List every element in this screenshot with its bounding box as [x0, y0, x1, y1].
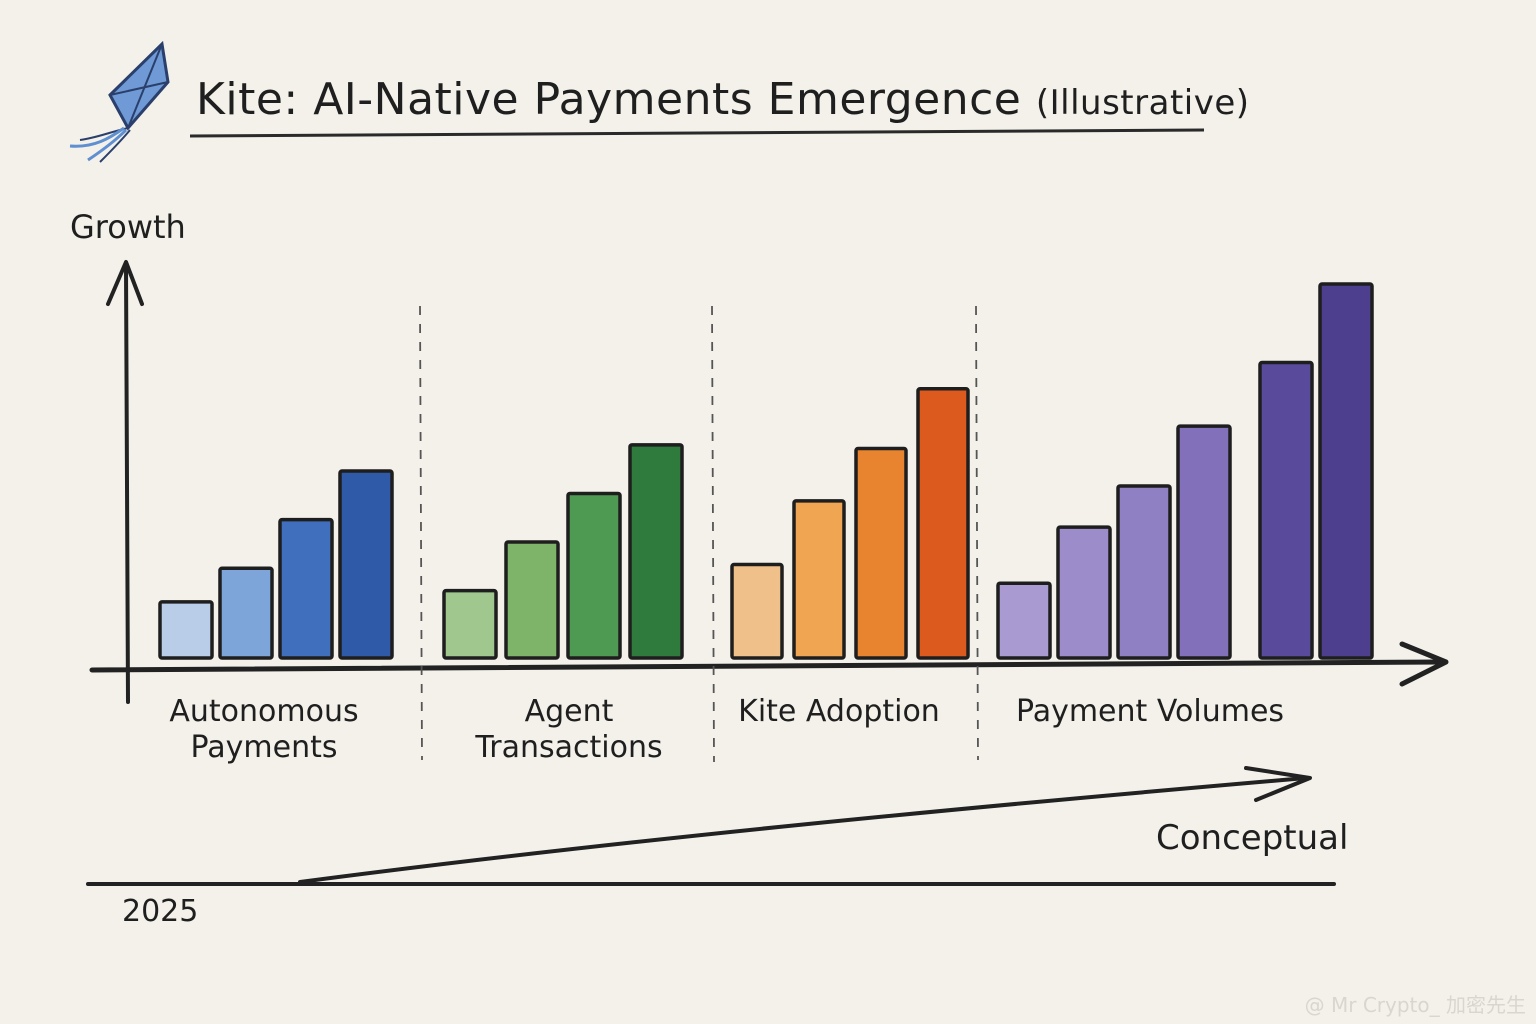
- bar-kite-adoption-2: [792, 499, 846, 660]
- y-axis-label: Growth: [70, 208, 186, 246]
- category-label-autonomous-payments: Autonomous Payments: [169, 694, 359, 765]
- bar-agent-transactions-1: [442, 588, 498, 660]
- bar-autonomous-payments-4: [338, 469, 394, 660]
- bar-kite-adoption-1: [730, 562, 784, 660]
- bar-agent-transactions-2: [504, 540, 560, 660]
- chart-title: Kite: AI-Native Payments Emergence (Illu…: [196, 74, 1250, 125]
- title-suffix: (Illustrative): [1035, 83, 1250, 123]
- category-label-agent-transactions: Agent Transactions: [475, 694, 663, 765]
- trend-label: Conceptual: [1156, 818, 1349, 858]
- bar-payment-volumes-2: [1056, 525, 1112, 660]
- trend-arrow: [298, 766, 1312, 884]
- bar-kite-adoption-4: [916, 386, 970, 660]
- title-underline: [189, 128, 1205, 138]
- bar-kite-adoption-3: [854, 446, 908, 660]
- bar-payment-volumes-1: [996, 581, 1052, 660]
- bars: [158, 282, 1374, 660]
- bar-payment-volumes-5: [1258, 360, 1314, 660]
- timeline-year-label: 2025: [122, 894, 199, 929]
- category-label-kite-adoption: Kite Adoption: [738, 694, 940, 729]
- group-dividers: [419, 305, 979, 763]
- bar-autonomous-payments-2: [218, 566, 274, 660]
- watermark: @ Mr Crypto_ 加密先生: [1304, 993, 1526, 1017]
- bar-payment-volumes-4: [1176, 424, 1232, 660]
- category-label-payment-volumes: Payment Volumes: [1015, 694, 1285, 729]
- bar-autonomous-payments-1: [158, 600, 214, 660]
- x-axis: [89, 641, 1449, 687]
- kite-icon: [69, 40, 170, 163]
- bar-payment-volumes-6: [1318, 282, 1374, 660]
- title-main: Kite: AI-Native Payments Emergence: [196, 74, 1022, 125]
- bar-agent-transactions-3: [566, 491, 622, 660]
- y-axis: [106, 260, 144, 704]
- bar-payment-volumes-3: [1116, 484, 1172, 660]
- bar-autonomous-payments-3: [278, 517, 334, 660]
- bar-agent-transactions-4: [628, 443, 684, 660]
